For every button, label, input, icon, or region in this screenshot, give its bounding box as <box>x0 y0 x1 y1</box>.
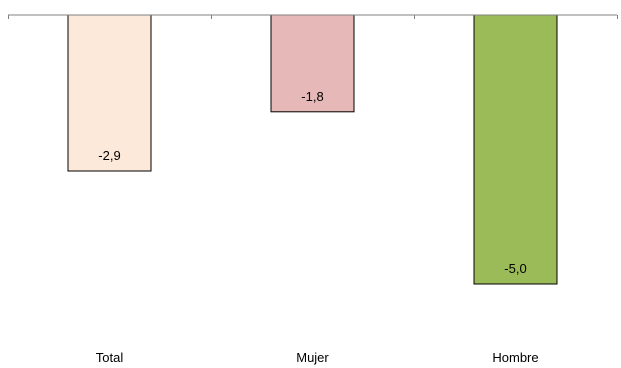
axis-ticks <box>8 15 618 19</box>
data-label-hombre: -5,0 <box>504 261 526 276</box>
data-label-total: -2,9 <box>98 148 120 163</box>
category-label-mujer: Mujer <box>296 350 329 365</box>
category-label-total: Total <box>96 350 124 365</box>
data-labels-group: -2,9 -1,8 -5,0 <box>98 89 526 276</box>
bar-total <box>67 14 152 172</box>
bar-hombre <box>473 14 558 285</box>
data-label-mujer: -1,8 <box>301 89 323 104</box>
bars-group <box>67 14 558 285</box>
bar-mujer <box>270 14 355 113</box>
category-labels-group: Total Mujer Hombre <box>96 350 539 365</box>
category-label-hombre: Hombre <box>492 350 538 365</box>
